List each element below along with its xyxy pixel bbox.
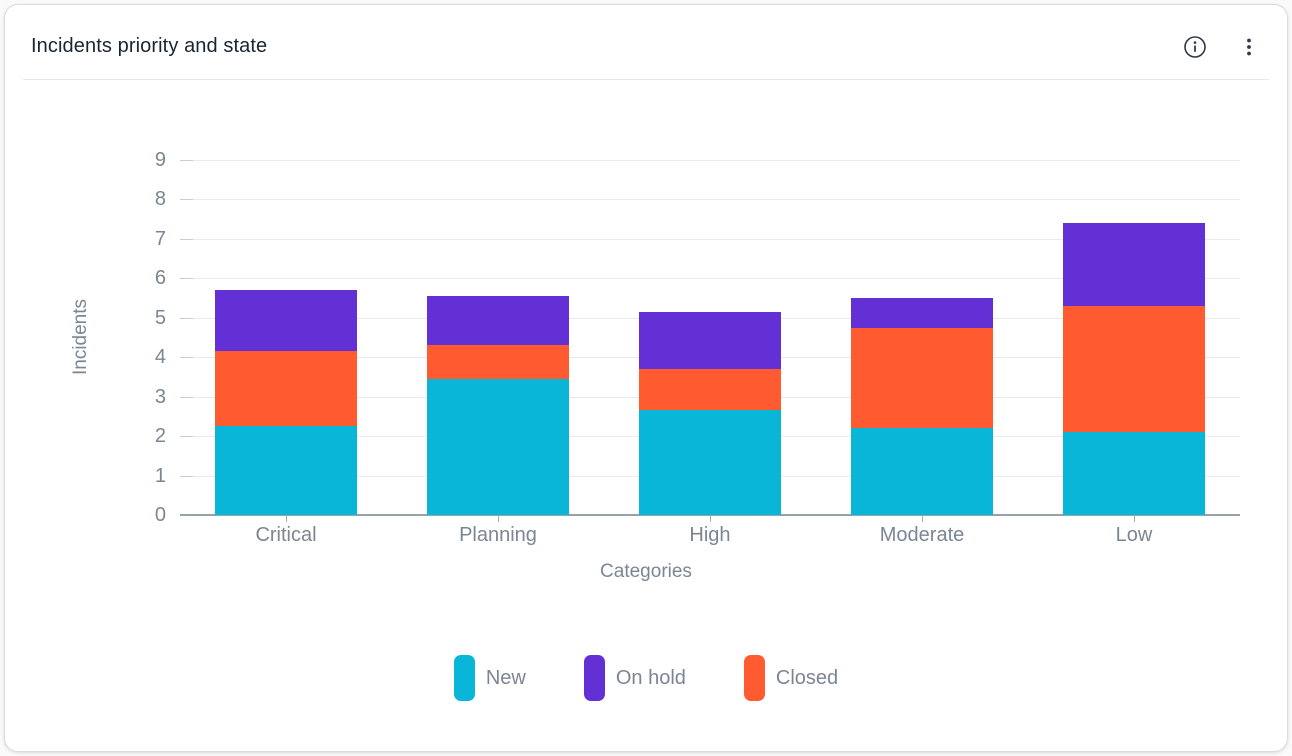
bar-moderate-closed[interactable] [851, 327, 993, 429]
bar-low-new[interactable] [1063, 432, 1205, 515]
y-tick-mark [180, 357, 193, 359]
bar-high-new[interactable] [639, 410, 781, 515]
info-icon [1183, 35, 1207, 59]
card-header: Incidents priority and state [5, 5, 1287, 80]
y-axis-tick-label: 4 [154, 346, 166, 369]
x-tick-mark [710, 515, 711, 522]
legend-swatch-on-hold [583, 655, 605, 701]
y-axis-tick-label: 6 [154, 267, 166, 290]
legend-label: New [485, 666, 526, 689]
y-axis-tick-label: 8 [154, 188, 166, 211]
legend-item-on-hold[interactable]: On hold [583, 655, 686, 701]
y-tick-mark [180, 396, 193, 398]
header-divider [23, 79, 1269, 80]
y-axis-tick-label: 9 [154, 149, 166, 171]
y-axis-tick-label: 7 [154, 227, 166, 250]
x-axis-title: Categories [600, 561, 692, 582]
y-tick-mark [180, 436, 193, 438]
legend-swatch-new [453, 655, 475, 701]
x-axis-tick-label: Planning [459, 524, 537, 546]
y-axis-tick-label: 5 [154, 306, 166, 329]
chart-legend: New On hold Closed [5, 655, 1287, 701]
gridline [180, 160, 1240, 161]
y-axis-tick-label: 1 [154, 464, 166, 487]
legend-label: Closed [775, 666, 839, 689]
x-axis-tick-label: High [689, 524, 731, 546]
bar-critical-on-hold[interactable] [215, 290, 357, 352]
y-tick-mark [180, 317, 193, 319]
context-menu-button[interactable] [1231, 29, 1267, 65]
legend-item-closed[interactable]: Closed [743, 655, 839, 701]
bar-low-on-hold[interactable] [1063, 223, 1205, 306]
y-tick-mark [180, 199, 193, 201]
report-card: Incidents priority and state [4, 4, 1288, 752]
x-axis-tick-label: Low [1115, 524, 1153, 546]
y-axis-tick-label: 3 [154, 385, 166, 408]
y-tick-mark [180, 475, 193, 477]
legend-label: On hold [615, 666, 686, 689]
x-axis-tick-label: Critical [255, 524, 317, 546]
y-tick-mark [180, 238, 193, 240]
x-tick-mark [922, 515, 923, 522]
x-tick-mark [1134, 515, 1135, 522]
bar-moderate-new[interactable] [851, 428, 993, 515]
gridline [180, 199, 1240, 201]
bar-critical-closed[interactable] [215, 351, 357, 427]
x-axis-tick-label: Moderate [879, 524, 965, 546]
bar-low-closed[interactable] [1063, 305, 1205, 433]
bar-moderate-on-hold[interactable] [851, 298, 993, 328]
legend-item-new[interactable]: New [453, 655, 526, 701]
bar-planning-new[interactable] [427, 378, 569, 515]
header-actions [1177, 29, 1267, 65]
x-tick-mark [498, 515, 499, 522]
bar-planning-closed[interactable] [427, 345, 569, 379]
gridline [180, 238, 1240, 240]
gridline [180, 278, 1240, 280]
y-axis-title: Incidents [70, 298, 91, 375]
y-axis-tick-label: 0 [154, 504, 166, 526]
bar-high-on-hold[interactable] [639, 311, 781, 370]
stacked-bar-chart: Incidents Categories New On hold Closed 0 1… [5, 5, 1287, 751]
y-axis-tick-label: 2 [154, 425, 166, 448]
y-tick-mark [180, 160, 193, 161]
card-title: Incidents priority and state [31, 35, 268, 57]
bar-planning-on-hold[interactable] [427, 296, 569, 346]
info-button[interactable] [1177, 29, 1213, 65]
x-tick-mark [286, 515, 287, 522]
y-tick-mark [180, 278, 193, 280]
bar-high-closed[interactable] [639, 369, 781, 411]
legend-swatch-closed [743, 655, 765, 701]
bar-critical-new[interactable] [215, 426, 357, 515]
kebab-menu-icon [1237, 35, 1261, 59]
